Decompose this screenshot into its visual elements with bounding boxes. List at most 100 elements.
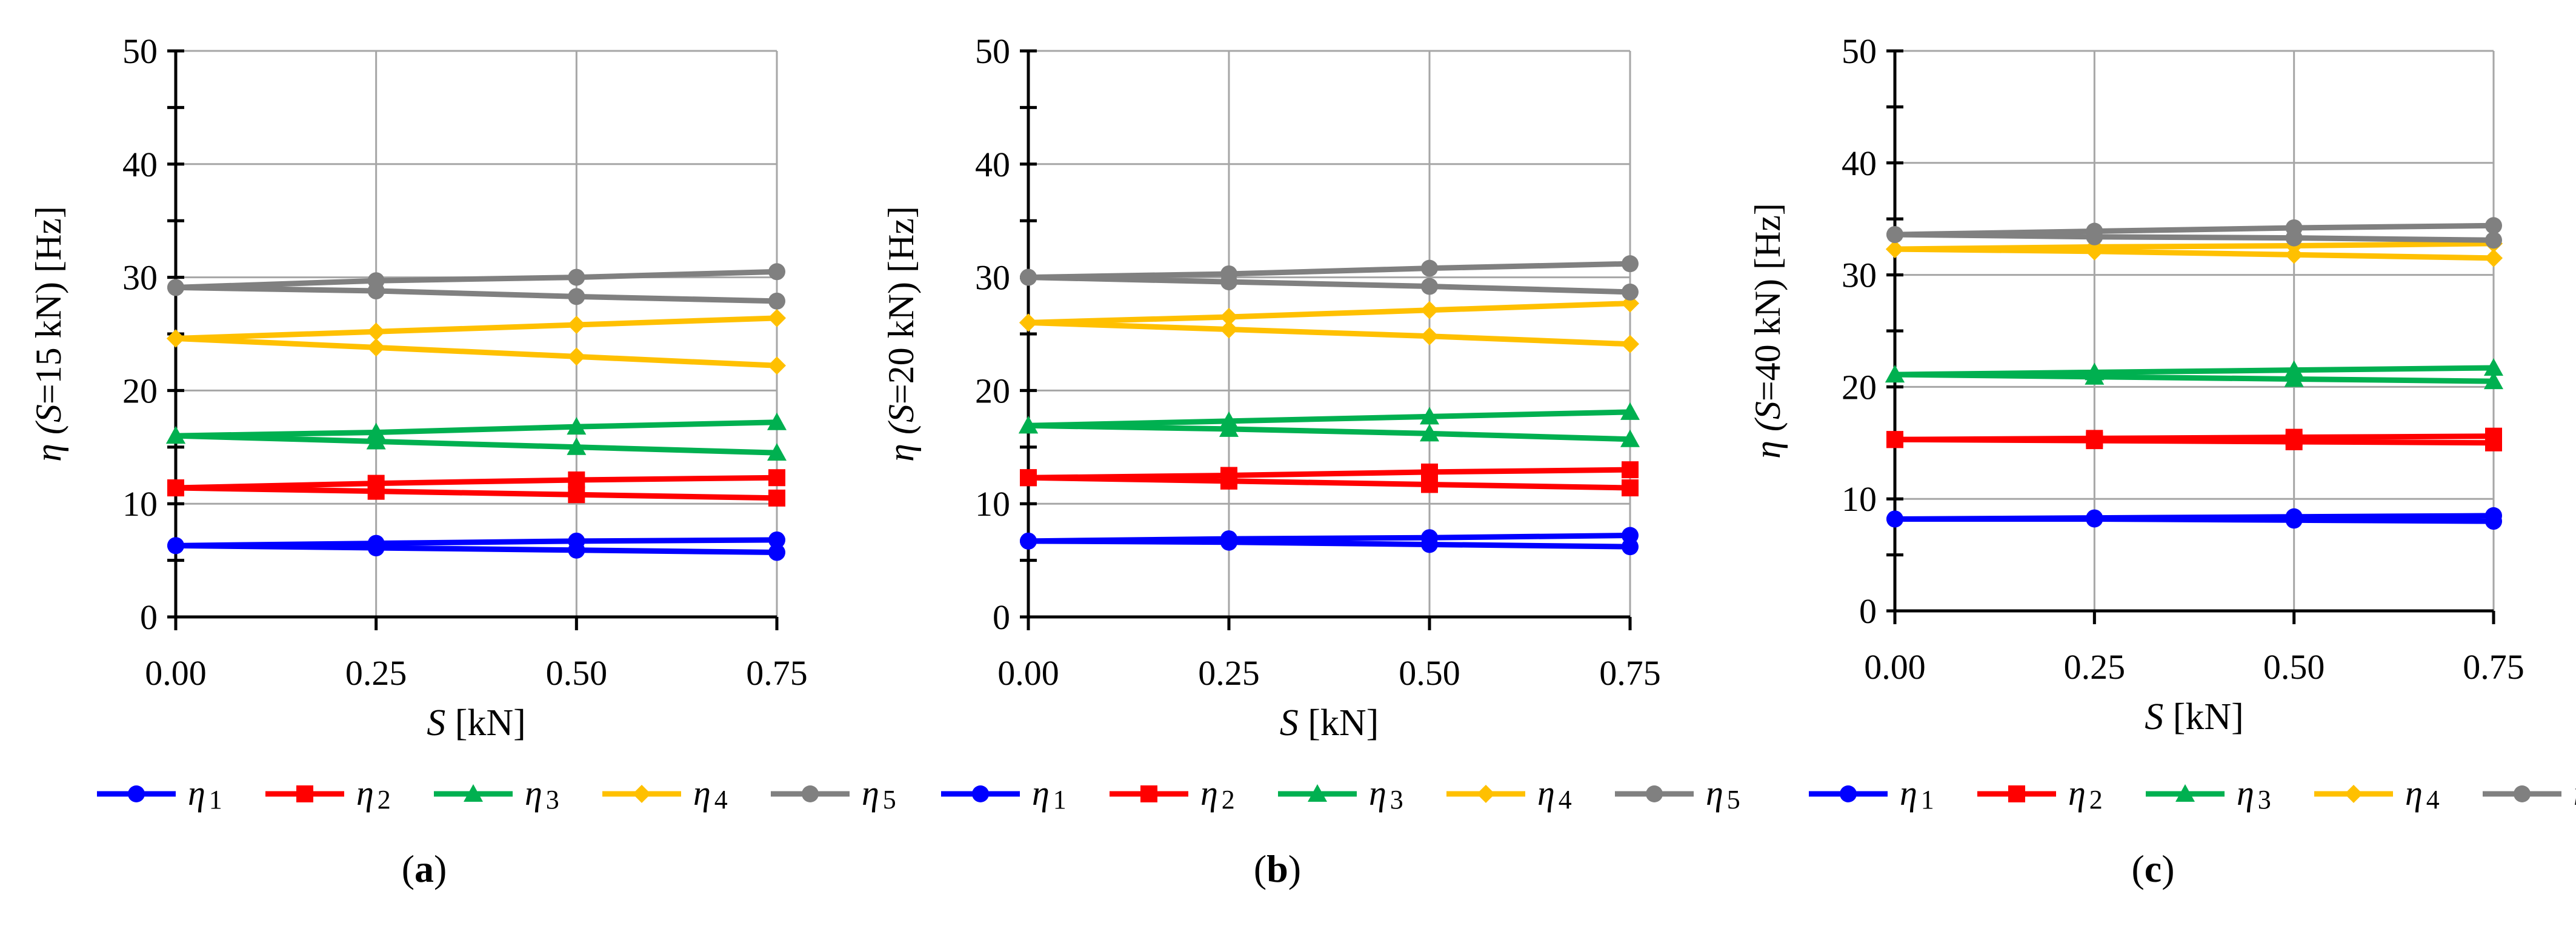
data-point-eta5-lower [1886, 226, 1903, 244]
x-tick-label: 0.50 [1399, 653, 1460, 693]
data-point-eta5-lower [2485, 232, 2502, 249]
series-line-eta3-lower [1028, 422, 1631, 442]
series-line-eta2-upper [1028, 467, 1631, 481]
series-line-eta2-lower [1894, 436, 2494, 446]
data-point-eta3-lower [767, 443, 787, 461]
data-point-eta3-lower [1620, 429, 1640, 447]
y-tick-label: 30 [1842, 256, 1877, 295]
legend-label-symbol: η [2237, 773, 2254, 813]
y-axis-title-symbol: S [28, 404, 68, 422]
legend-label-symbol: η [1032, 773, 1050, 813]
data-point-eta1-lower [1220, 533, 1237, 551]
legend-item-eta5: η5 [2483, 773, 2576, 813]
data-point-eta2-lower [1220, 472, 1237, 490]
legend-label-subscript: 3 [546, 785, 559, 814]
data-point-eta5-lower [1220, 273, 1237, 291]
data-point-eta5-lower [768, 292, 785, 310]
legend-label-symbol: η [2574, 773, 2576, 813]
legend-marker [2008, 785, 2025, 802]
legend-label-subscript: 5 [883, 785, 896, 814]
legend-marker [2345, 785, 2363, 803]
data-point-eta2-lower [1020, 469, 1037, 487]
data-point-eta2-lower [367, 482, 385, 500]
legend-label-subscript: 3 [2258, 785, 2271, 814]
legend-label-subscript: 2 [1222, 785, 1235, 814]
data-point-eta1-lower [167, 537, 184, 555]
x-tick-label: 0.25 [345, 653, 407, 693]
data-point-eta3-upper [567, 417, 587, 435]
y-tick-label: 0 [1859, 591, 1877, 631]
x-tick-label: 0.00 [1864, 647, 1926, 687]
data-point-eta2-lower [167, 479, 184, 497]
data-point-eta2-upper [1622, 461, 1639, 479]
x-axis-title-symbol: S [2145, 696, 2163, 738]
y-axis-title: η (S=40 kN) [Hz] [1748, 203, 1788, 459]
data-point-eta4-lower [2484, 248, 2503, 267]
legend-label-subscript: 4 [1559, 785, 1572, 814]
data-point-eta3-lower [567, 437, 587, 455]
legend-label-subscript: 4 [2426, 785, 2440, 814]
y-tick-label: 40 [1842, 144, 1877, 183]
data-point-eta3-lower [366, 431, 386, 450]
y-tick-label: 20 [1842, 367, 1877, 407]
y-tick-label: 20 [122, 371, 158, 410]
series-line-eta4-upper [175, 315, 777, 341]
data-point-eta3-upper [2284, 360, 2304, 378]
legend-label-symbol: η [2405, 773, 2423, 813]
x-tick-label: 0.25 [1198, 653, 1260, 693]
series-line-eta5-upper [1028, 261, 1631, 281]
legend-marker [1308, 784, 1327, 802]
legend-marker [2514, 785, 2531, 802]
series-line-eta3-lower [1894, 371, 2494, 384]
x-axis-title: S [kN] [427, 702, 526, 744]
data-point-eta5-upper [768, 263, 785, 281]
data-point-eta1-lower [1421, 536, 1438, 553]
series-line-eta2-lower [1028, 475, 1631, 491]
data-point-eta4-lower [1621, 335, 1639, 353]
data-point-eta4-lower [1886, 240, 1904, 259]
legend-label-symbol: η [1706, 773, 1723, 813]
data-point-eta3-lower [166, 426, 185, 444]
data-point-eta2-upper [568, 471, 585, 488]
x-tick-label: 0.00 [997, 653, 1059, 693]
data-point-eta4-lower [2085, 242, 2104, 261]
data-point-eta3-lower [2085, 367, 2105, 385]
panel-label-open: ( [1254, 847, 1266, 890]
legend-label-subscript: 1 [1921, 785, 1934, 814]
y-tick-label: 30 [975, 258, 1010, 298]
legend-label-symbol: η [2068, 773, 2086, 813]
series-line-eta1-lower [1028, 538, 1631, 550]
legend-marker [1140, 785, 1157, 802]
y-tick-label: 0 [993, 598, 1010, 637]
y-tick-label: 10 [122, 484, 158, 524]
data-point-eta3-upper [366, 422, 386, 441]
legend-label-symbol: η [693, 773, 711, 813]
data-point-eta5-lower [2285, 229, 2303, 247]
legend-label-symbol: η [1369, 773, 1386, 813]
data-point-eta4-upper [1220, 307, 1238, 326]
x-axis-title: S [kN] [2145, 696, 2244, 738]
data-point-eta5-lower [1421, 278, 1438, 295]
data-point-eta2-lower [568, 486, 585, 504]
data-point-eta5-lower [568, 288, 585, 305]
legend-label-symbol: η [1537, 773, 1555, 813]
data-point-eta5-upper [2485, 217, 2502, 235]
x-tick-label: 0.75 [746, 653, 808, 693]
series-line-eta5-upper [1894, 222, 2494, 238]
y-tick-label: 50 [975, 32, 1010, 71]
data-point-eta3-lower [1219, 419, 1239, 437]
data-point-eta2-lower [1622, 479, 1639, 497]
x-tick-label: 0.50 [546, 653, 608, 693]
data-point-eta4-lower [1019, 313, 1037, 332]
